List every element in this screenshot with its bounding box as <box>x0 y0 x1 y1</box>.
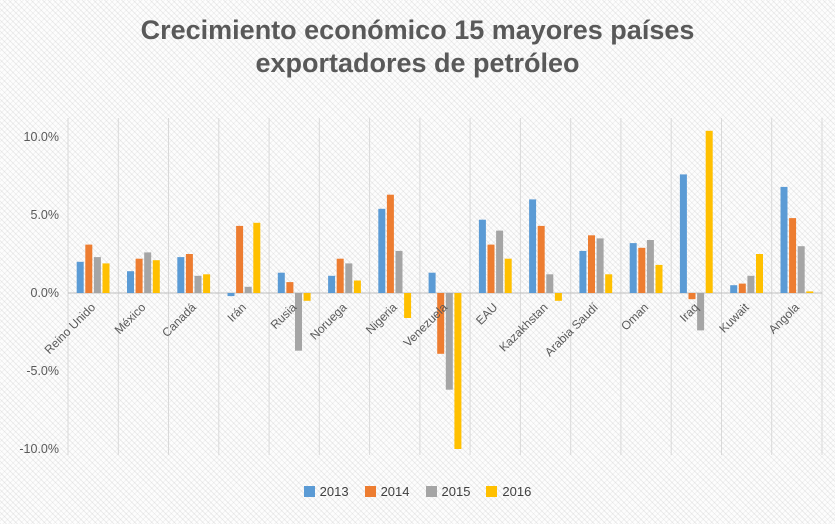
x-axis-category-label: Canadá <box>159 300 199 340</box>
bar-2013-Rusia <box>277 272 285 293</box>
legend-swatch-2014 <box>364 486 376 497</box>
bar-2014-Angola <box>789 218 797 293</box>
chart-title: Crecimiento económico 15 mayores países … <box>0 14 835 80</box>
x-axis-category-label: Rusia <box>268 300 300 332</box>
legend-label: 2013 <box>319 484 349 499</box>
bar-2013-Arabia Saudí <box>579 250 587 293</box>
bar-2013-EAU <box>478 219 486 293</box>
bar-2015-Nigeria <box>395 250 403 293</box>
legend-item-2015: 2015 <box>425 484 471 499</box>
bar-2015-Kazakhstan <box>546 274 554 293</box>
legend-item-2016: 2016 <box>486 484 531 499</box>
bar-2015-Reino Unido <box>93 257 101 293</box>
y-axis-tick-label: -5.0% <box>26 364 59 378</box>
bar-2013-Noruega <box>328 275 336 293</box>
bar-2016-Arabia Saudí <box>605 274 613 293</box>
bar-2016-México <box>152 260 160 293</box>
bar-2015-Noruega <box>345 263 353 293</box>
bar-2014-Reino Unido <box>85 244 93 293</box>
bar-2015-Iraq <box>697 293 705 331</box>
bar-2014-EAU <box>487 244 495 293</box>
bar-2013-Canadá <box>177 257 185 293</box>
bar-2013-Kuwait <box>730 285 738 293</box>
bar-2014-Nigeria <box>386 194 394 293</box>
bar-2016-Kazakhstan <box>554 293 562 301</box>
bar-2014-Canadá <box>185 254 193 293</box>
bar-2015-Canadá <box>194 275 202 293</box>
bar-2016-Kuwait <box>756 254 763 293</box>
bar-2013-Angola <box>780 186 788 293</box>
x-axis-category-label: Arabia Saudí <box>542 300 601 359</box>
bar-2016-Noruega <box>353 280 361 293</box>
x-axis-category-label: Oman <box>618 300 651 333</box>
bar-2016-Canadá <box>203 274 211 293</box>
bar-2013-Irán <box>227 293 235 297</box>
x-axis-category-label: Nigeria <box>363 300 400 337</box>
legend-item-2013: 2013 <box>303 484 349 499</box>
bar-2016-Venezuela <box>454 293 462 449</box>
x-axis-category-label: Noruega <box>307 300 350 343</box>
bar-2015-Venezuela <box>445 293 453 390</box>
y-axis-tick-label: -10.0% <box>19 442 59 456</box>
bar-2013-Oman <box>629 243 637 293</box>
legend-label: 2015 <box>441 484 471 499</box>
bar-2014-Oman <box>638 247 646 293</box>
bar-2013-Kazakhstan <box>529 199 537 293</box>
bar-2013-Nigeria <box>378 208 386 293</box>
bar-2015-Oman <box>646 240 654 293</box>
bar-2014-Rusia <box>286 282 294 293</box>
bar-2014-México <box>135 258 143 293</box>
y-axis-tick-label: 5.0% <box>31 208 60 222</box>
x-axis-category-label: Kazakhstan <box>496 300 550 354</box>
bar-2014-Arabia Saudí <box>588 235 595 293</box>
legend-swatch-2016 <box>486 486 498 497</box>
bar-2015-México <box>144 252 152 293</box>
bar-2015-Arabia Saudí <box>596 238 604 293</box>
y-axis-tick-label: 0.0% <box>31 286 60 300</box>
bar-2014-Iraq <box>688 293 696 300</box>
bar-2014-Kuwait <box>738 283 746 293</box>
bar-2014-Venezuela <box>437 293 445 354</box>
y-axis-tick-label: 10.0% <box>24 130 59 144</box>
bar-2015-Angola <box>797 246 805 293</box>
x-axis-category-label: México <box>112 300 149 337</box>
bar-2016-Rusia <box>303 293 311 301</box>
bar-2015-Irán <box>244 286 252 293</box>
legend-swatch-2013 <box>303 486 315 497</box>
bar-2016-Reino Unido <box>102 263 110 293</box>
bar-2014-Irán <box>236 225 244 293</box>
bar-2016-Nigeria <box>404 293 412 318</box>
bar-2014-Kazakhstan <box>537 225 545 293</box>
bar-2015-Rusia <box>295 293 302 351</box>
bar-2013-México <box>127 271 134 293</box>
x-axis-category-label: EAU <box>473 300 500 327</box>
legend-label: 2014 <box>380 484 410 499</box>
bar-2013-Iraq <box>679 174 687 293</box>
legend-label: 2016 <box>502 484 532 499</box>
bar-2016-Iraq <box>705 130 713 293</box>
bar-2016-Irán <box>253 222 261 293</box>
legend-swatch-2015 <box>425 486 437 497</box>
x-axis-category-label: Angola <box>766 300 803 337</box>
bar-2016-Oman <box>655 264 663 293</box>
bar-2013-Venezuela <box>428 272 436 293</box>
bar-2014-Noruega <box>336 258 344 293</box>
bar-2016-EAU <box>504 258 512 293</box>
bar-2015-EAU <box>496 230 504 293</box>
chart-legend: 2013 2014 2015 2016 <box>0 484 835 499</box>
bar-2015-Kuwait <box>747 275 755 293</box>
legend-item-2014: 2014 <box>364 484 410 499</box>
x-axis-category-label: Irán <box>224 300 249 325</box>
x-axis-category-label: Reino Unido <box>42 300 99 357</box>
chart-title-text: Crecimiento económico 15 mayores países … <box>140 15 695 78</box>
bar-2013-Reino Unido <box>76 261 84 293</box>
bar-2016-Angola <box>806 291 814 293</box>
